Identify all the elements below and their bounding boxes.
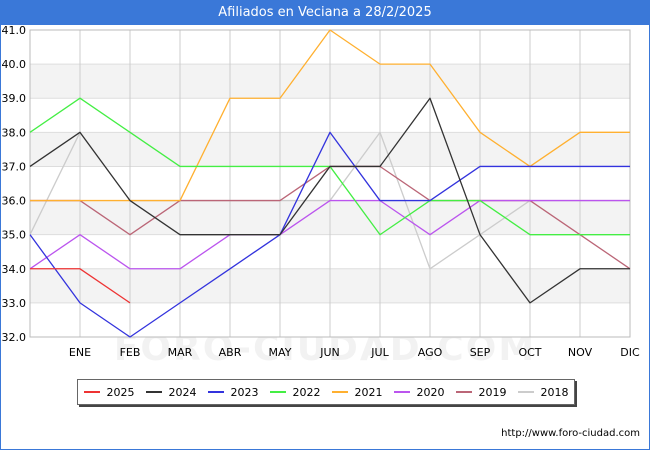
legend-item-2019: 2019 xyxy=(455,385,507,399)
y-tick-label: 40.0 xyxy=(2,58,27,71)
legend-label: 2025 xyxy=(106,385,135,399)
series-line-2025 xyxy=(30,268,131,304)
legend-item-2018: 2018 xyxy=(517,385,569,399)
x-tick-label: FEB xyxy=(120,346,141,359)
legend-item-2021: 2021 xyxy=(331,385,383,399)
series-line-2024 xyxy=(29,97,630,304)
source-url[interactable]: http://www.foro-ciudad.com xyxy=(501,428,640,439)
legend-label: 2021 xyxy=(354,385,383,399)
x-tick-label: MAY xyxy=(269,346,292,359)
legend-item-2020: 2020 xyxy=(393,385,445,399)
legend-label: 2024 xyxy=(168,385,197,399)
y-tick-label: 37.0 xyxy=(2,160,27,173)
x-tick-label: NOV xyxy=(568,346,593,359)
legend-item-2022: 2022 xyxy=(269,385,321,399)
legend-swatch xyxy=(393,391,410,393)
y-tick-label: 41.0 xyxy=(2,24,27,37)
legend-swatch xyxy=(517,391,534,393)
legend-label: 2022 xyxy=(292,385,321,399)
x-tick-label: DIC xyxy=(620,346,640,359)
legend-item-2025: 2025 xyxy=(83,385,135,399)
legend-label: 2023 xyxy=(230,385,259,399)
legend-swatch xyxy=(331,391,348,393)
legend-label: 2018 xyxy=(540,385,569,399)
x-tick-label: OCT xyxy=(518,346,541,359)
series-line-2023 xyxy=(29,131,630,338)
x-tick-label: ENE xyxy=(69,346,91,359)
legend-item-2023: 2023 xyxy=(207,385,259,399)
y-tick-label: 35.0 xyxy=(2,229,27,242)
y-tick-label: 39.0 xyxy=(2,92,27,105)
legend-swatch xyxy=(269,391,286,393)
x-tick-label: AGO xyxy=(418,346,443,359)
y-tick-label: 36.0 xyxy=(2,195,27,208)
legend: 2025 2024 2023 2022 2021 2020 2019 2018 xyxy=(77,379,575,405)
legend-label: 2019 xyxy=(478,385,507,399)
legend-swatch xyxy=(145,391,162,393)
x-tick-label: SEP xyxy=(470,346,491,359)
x-tick-label: JUN xyxy=(319,346,340,359)
legend-swatch xyxy=(83,391,100,393)
y-tick-label: 38.0 xyxy=(2,126,27,139)
legend-item-2024: 2024 xyxy=(145,385,197,399)
x-tick-label: ABR xyxy=(219,346,242,359)
y-tick-label: 34.0 xyxy=(2,263,27,276)
legend-swatch xyxy=(455,391,472,393)
y-tick-label: 33.0 xyxy=(2,297,27,310)
legend-label: 2020 xyxy=(416,385,445,399)
legend-swatch xyxy=(207,391,224,393)
y-tick-label: 32.0 xyxy=(2,331,27,344)
x-tick-label: JUL xyxy=(370,346,389,359)
chart-title: Afiliados en Veciana a 28/2/2025 xyxy=(0,0,650,24)
series-line-2020 xyxy=(29,199,630,270)
x-tick-label: MAR xyxy=(168,346,193,359)
